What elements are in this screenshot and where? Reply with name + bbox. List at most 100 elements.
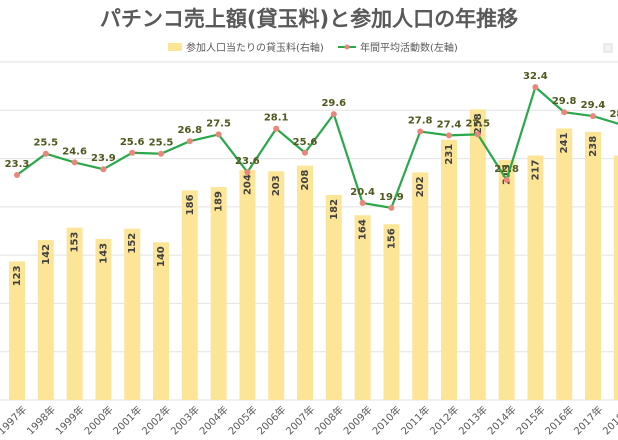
x-tick-label: 2009年	[341, 403, 375, 437]
bar	[124, 228, 141, 400]
bar	[9, 261, 25, 400]
line-point	[129, 149, 136, 156]
legend-label: 参加人口当たりの貸玉料(右軸)	[186, 41, 324, 54]
line-point	[417, 128, 424, 135]
bar	[66, 227, 83, 400]
line-point	[71, 159, 78, 166]
bar	[239, 170, 256, 400]
line-point	[244, 169, 251, 176]
line-label: 22.8	[494, 164, 519, 175]
line-point	[100, 166, 107, 173]
x-tick-label: 2015年	[513, 403, 547, 437]
bar-label: 164	[358, 219, 369, 240]
bar-label: 182	[329, 199, 340, 220]
line-label: 25.6	[120, 137, 145, 148]
line-point	[186, 138, 193, 145]
line-point	[388, 204, 395, 211]
bar-label: 202	[415, 176, 426, 197]
line-label: 20.4	[350, 187, 375, 198]
bar	[354, 215, 371, 400]
line-point	[561, 109, 568, 116]
bar-label: 123	[12, 265, 23, 286]
x-tick-label: 2011年	[398, 403, 432, 437]
bar-label: 208	[300, 170, 311, 191]
bar-label: 238	[588, 136, 599, 157]
line-label: 23.6	[235, 156, 260, 167]
line-label: 27.5	[206, 118, 231, 129]
line-label: 32.4	[523, 71, 548, 82]
bar-label: 152	[127, 233, 138, 254]
line-label: 27.5	[465, 118, 490, 129]
menu-icon[interactable]	[603, 43, 613, 53]
bar	[268, 171, 285, 400]
line-label: 26.8	[177, 125, 202, 136]
x-tick-label: 2007年	[283, 403, 317, 437]
line-point	[302, 149, 308, 156]
line-label: 25.6	[293, 137, 318, 148]
line-point	[359, 199, 366, 206]
x-tick-label: 2016年	[542, 403, 576, 437]
legend-swatch	[344, 44, 350, 50]
x-tick-label: 2018年	[600, 403, 618, 437]
legend: 参加人口当たりの貸玉料(右軸) 年間平均活動数(左軸)	[168, 41, 458, 54]
bar-label: 231	[444, 144, 455, 165]
line-point	[474, 131, 481, 138]
line-point	[330, 111, 337, 118]
bar-label: 213	[502, 164, 513, 185]
bar-label: 140	[156, 246, 167, 267]
bar	[498, 160, 515, 400]
x-tick-label: 2006年	[254, 403, 288, 437]
x-tick-label: 2004年	[197, 403, 231, 437]
bar	[527, 155, 544, 400]
line-label: 27.8	[408, 116, 433, 127]
x-tick-label: 2017年	[571, 403, 605, 437]
legend-label: 年間平均活動数(左軸)	[360, 41, 458, 54]
line-point	[590, 113, 596, 120]
bar-label: 189	[214, 191, 225, 212]
line-label: 28.5	[609, 109, 618, 120]
x-tick-label: 2010年	[369, 403, 403, 437]
line-label: 25.5	[149, 138, 174, 149]
bar-label: 186	[185, 194, 196, 215]
x-tick-label: 1997年	[0, 403, 29, 437]
chart-title: パチンコ売上額(貸玉料)と参加人口の年推移	[100, 7, 518, 31]
line-label: 23.3	[5, 159, 30, 170]
line-point	[503, 176, 510, 183]
bar-label: 156	[386, 228, 397, 249]
line	[16, 85, 618, 210]
line-label: 19.9	[379, 192, 404, 203]
x-tick-label: 2001年	[110, 403, 144, 437]
x-tick-label: 2000年	[81, 403, 115, 437]
bar	[325, 194, 342, 400]
bar-label: 153	[70, 232, 81, 253]
bar-label: 204	[242, 174, 253, 195]
x-tick-label: 2008年	[312, 403, 346, 437]
x-tick-label: 1999年	[53, 403, 87, 437]
bar-label: 217	[530, 159, 541, 180]
line-point	[158, 150, 164, 157]
x-tick-label: 1998年	[24, 403, 58, 437]
bar-label: 241	[559, 132, 570, 153]
line-point	[215, 131, 222, 138]
legend-swatch	[168, 43, 182, 51]
bar	[383, 224, 400, 400]
line-point	[273, 125, 280, 132]
bar	[613, 155, 618, 400]
bar	[556, 128, 573, 400]
line-label: 29.8	[552, 96, 577, 107]
bar	[585, 131, 601, 400]
bar	[153, 242, 169, 400]
line-label: 25.5	[33, 138, 58, 149]
bar	[412, 172, 429, 400]
x-tick-label: 2005年	[225, 403, 259, 437]
bar-label: 217	[617, 159, 618, 180]
bar	[181, 190, 198, 400]
line-label: 28.1	[264, 113, 289, 124]
x-tick-label: 2002年	[139, 403, 173, 437]
bar-label: 143	[98, 243, 109, 264]
line-label: 24.6	[62, 146, 87, 157]
line-label: 29.6	[321, 98, 346, 109]
line-label: 23.9	[91, 153, 116, 164]
line-label: 29.4	[581, 100, 606, 111]
